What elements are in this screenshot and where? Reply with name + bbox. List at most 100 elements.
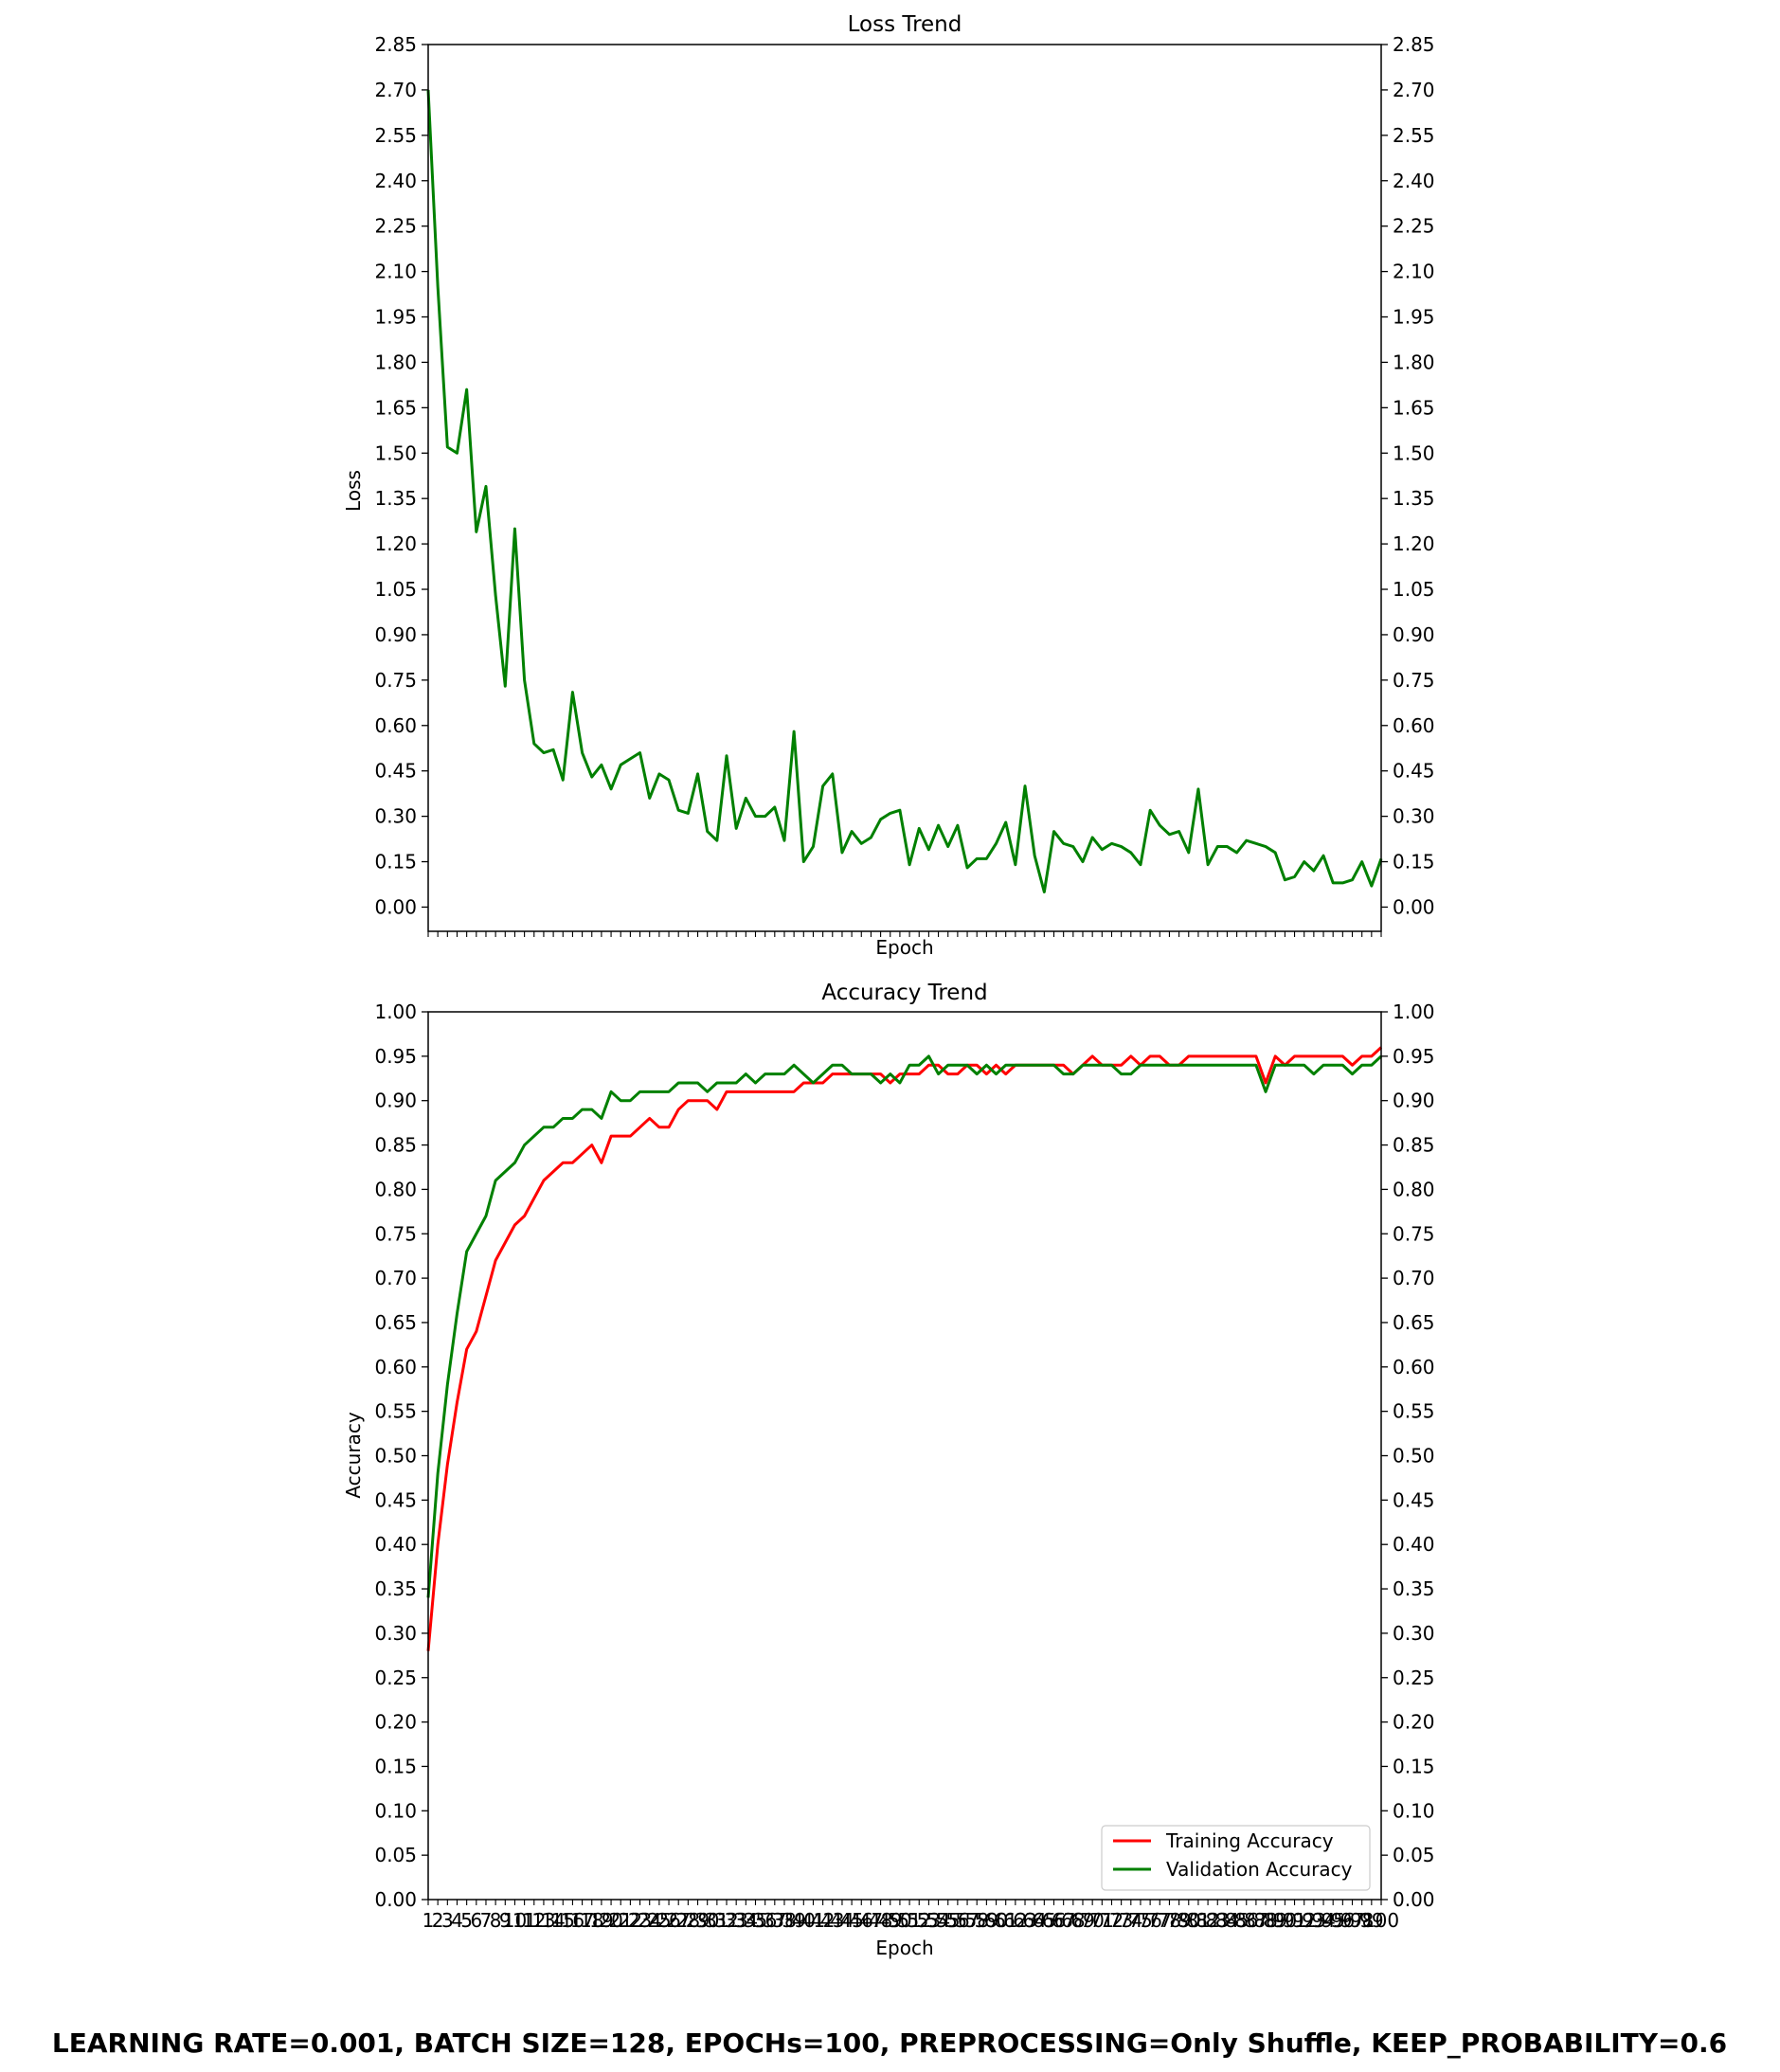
x-tick-label: 25 [647,1909,671,1932]
x-tick-label: 37 [763,1909,786,1932]
x-tick-label: 61 [994,1909,1017,1932]
accuracy-chart-xlabel: Epoch [875,1937,933,1959]
x-tick-label: 69 [1070,1909,1094,1932]
accuracy-legend: Training Accuracy Validation Accuracy [1101,1825,1371,1891]
x-tick-label: 100 [1363,1909,1399,1932]
y-tick-label-right: 2.55 [1393,124,1435,147]
x-tick-label: 67 [1052,1909,1075,1932]
y-tick-label: 0.25 [374,1667,417,1689]
x-tick-label: 12 [522,1909,546,1932]
x-tick-label: 74 [1119,1909,1142,1932]
y-tick-label-right: 0.50 [1393,1445,1435,1468]
x-tick-label: 46 [850,1909,873,1932]
x-tick-label: 17 [570,1909,594,1932]
hyperparameters-footer: LEARNING RATE=0.001, BATCH SIZE=128, EPO… [52,2027,1727,2059]
y-tick-label: 2.10 [374,261,417,283]
x-tick-label: 59 [975,1909,998,1932]
x-tick-label: 10 [503,1909,527,1932]
accuracy-plot-frame [427,1011,1382,1901]
x-tick-label: 56 [945,1909,969,1932]
y-tick-label-right: 0.90 [1393,1090,1435,1112]
x-tick-label: 99 [1359,1909,1383,1932]
x-tick-label: 89 [1263,1909,1286,1932]
y-tick-label: 1.20 [374,532,417,555]
accuracy-chart-ylabel: Accuracy [342,1412,365,1498]
x-tick-label: 76 [1138,1909,1161,1932]
loss-chart-ylabel: Loss [342,470,365,512]
x-tick-label: 45 [839,1909,863,1932]
x-tick-label: 36 [753,1909,777,1932]
y-tick-label: 0.70 [374,1267,417,1289]
y-tick-label: 0.00 [374,1888,417,1911]
y-tick-label: 0.45 [374,1488,417,1511]
x-tick-label: 88 [1253,1909,1277,1932]
x-tick-label: 52 [908,1909,931,1932]
x-tick-label: 86 [1234,1909,1258,1932]
y-tick-label-right: 0.75 [1393,669,1435,692]
y-tick-label-right: 0.45 [1393,1488,1435,1511]
x-tick-label: 41 [801,1909,825,1932]
y-tick-label: 1.05 [374,578,417,601]
x-tick-label: 93 [1302,1909,1325,1932]
y-tick-label-right: 0.00 [1393,1888,1435,1911]
x-tick-label: 35 [744,1909,767,1932]
legend-label-validation: Validation Accuracy [1166,1858,1353,1881]
x-tick-label: 30 [695,1909,719,1932]
y-tick-label-right: 0.05 [1393,1844,1435,1866]
y-tick-label: 0.80 [374,1178,417,1200]
x-tick-label: 11 [512,1909,536,1932]
y-tick-label: 0.30 [374,1622,417,1645]
x-tick-label: 96 [1331,1909,1355,1932]
y-tick-label: 1.65 [374,396,417,419]
y-tick-label-right: 1.65 [1393,396,1435,419]
x-tick-label: 92 [1292,1909,1316,1932]
x-tick-label: 24 [638,1909,661,1932]
y-tick-label: 0.15 [374,1755,417,1777]
y-tick-label: 2.55 [374,124,417,147]
loss-chart-title: Loss Trend [848,12,962,37]
y-tick-label: 0.40 [374,1533,417,1556]
y-tick-label-right: 0.70 [1393,1267,1435,1289]
x-tick-label: 31 [705,1909,728,1932]
loss-plot-frame [427,44,1382,932]
y-tick-label: 2.70 [374,79,417,101]
x-tick-label: 60 [984,1909,1008,1932]
series-line-1 [426,1054,1383,1598]
y-tick-label: 0.50 [374,1445,417,1468]
y-tick-label: 0.05 [374,1844,417,1866]
y-tick-label: 2.85 [374,33,417,56]
x-tick-label: 80 [1177,1909,1200,1932]
y-tick-label: 0.90 [374,623,417,646]
y-tick-label-right: 0.15 [1393,1755,1435,1777]
accuracy-y-ticks-right: 0.00 0.05 0.10 0.15 0.20 0.25 0.30 0.35 0.40 0.45… [1381,1000,1435,1911]
x-tick-label: 65 [1033,1909,1056,1932]
y-tick-label-right: 0.95 [1393,1045,1435,1068]
y-tick-label-right: 0.30 [1393,805,1435,828]
y-tick-label-right: 1.00 [1393,1000,1435,1023]
x-tick-label: 47 [859,1909,883,1932]
x-tick-label: 43 [820,1909,844,1932]
x-tick-label: 39 [782,1909,805,1932]
y-tick-label-right: 1.20 [1393,532,1435,555]
x-tick-label: 8 [490,1909,502,1932]
y-tick-label-right: 2.10 [1393,261,1435,283]
y-tick-label-right: 2.25 [1393,215,1435,238]
y-tick-label: 0.60 [374,714,417,737]
x-tick-label: 49 [878,1909,902,1932]
y-tick-label-right: 0.60 [1393,714,1435,737]
y-tick-label-right: 0.10 [1393,1799,1435,1822]
y-tick-label-right: 0.45 [1393,760,1435,783]
x-tick-label: 14 [541,1909,565,1932]
loss-x-ticks [427,931,1382,937]
x-tick-label: 9 [499,1909,512,1932]
y-tick-label-right: 0.30 [1393,1622,1435,1645]
accuracy-chart-title: Accuracy Trend [821,981,987,1005]
x-tick-label: 40 [792,1909,816,1932]
x-tick-label: 73 [1109,1909,1133,1932]
y-tick-label-right: 1.35 [1393,487,1435,510]
x-tick-label: 44 [830,1909,854,1932]
y-tick-label-right: 0.40 [1393,1533,1435,1556]
y-tick-label: 2.40 [374,170,417,192]
y-tick-label: 0.15 [374,851,417,874]
x-tick-label: 27 [666,1909,690,1932]
